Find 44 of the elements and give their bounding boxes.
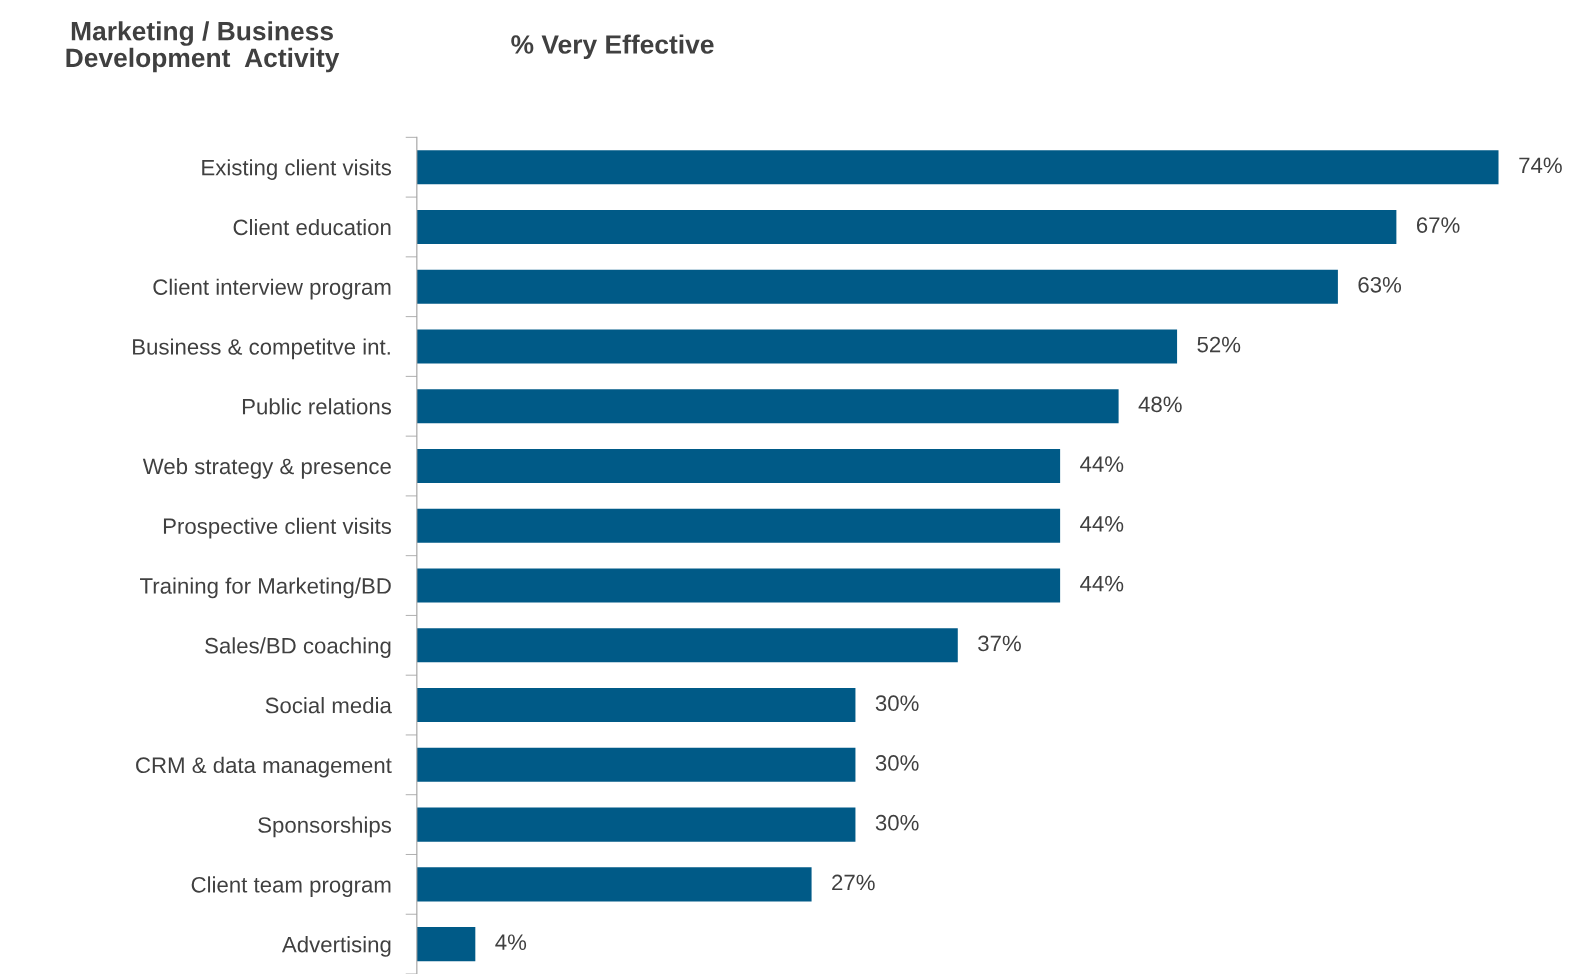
y-tick-label: Advertising [281,936,391,957]
data-label: 30% [875,814,919,831]
data-label: 27% [832,874,875,891]
bar [416,150,1499,185]
y-tick-label: CRM & data management [136,756,392,778]
bar [416,568,1061,603]
data-label: 4% [495,934,527,950]
y-tick-label: Business & competitve int. [133,338,390,360]
data-label: 30% [875,695,919,712]
data-label: 48% [1138,396,1182,413]
data-label: 37% [978,635,1021,652]
bar [416,209,1397,245]
y-tick-label: Web strategy & presence [142,457,391,479]
bar [416,508,1061,543]
y-tick-label: Existing client visits [202,159,392,180]
data-label: 30% [875,755,919,771]
y-tick-label: Client interview program [153,278,391,300]
data-label: 63% [1358,276,1402,293]
data-label: 44% [1080,516,1124,532]
data-label: 52% [1197,336,1241,353]
bar [416,448,1061,484]
bar [416,688,856,723]
data-label: 74% [1519,157,1562,174]
data-label: 44% [1080,456,1124,472]
bar [416,329,1178,364]
y-tick-label: Training for Marketing/BD [140,577,391,599]
data-label: 44% [1080,575,1124,592]
y-tick-label: Client education [233,218,391,236]
y-tick-label: Sponsorships [258,816,392,838]
bar [416,807,856,842]
y-tick-label: Social media [265,697,392,714]
bar [416,389,1119,424]
bar [416,628,958,663]
bar [416,867,812,902]
data-label: 67% [1416,217,1460,233]
bar [416,269,1338,304]
y-tick-label: Prospective client visits [163,517,392,539]
y-tick-label: Public relations [242,398,392,415]
y-tick-label: Client team program [191,876,391,898]
bar [416,747,856,782]
y-tick-label: Sales/BD coaching [205,637,391,658]
y-axis-title: Marketing / Business Development Activity [66,21,340,73]
bar [416,927,476,962]
chart-title: % Very Effective [511,34,714,60]
